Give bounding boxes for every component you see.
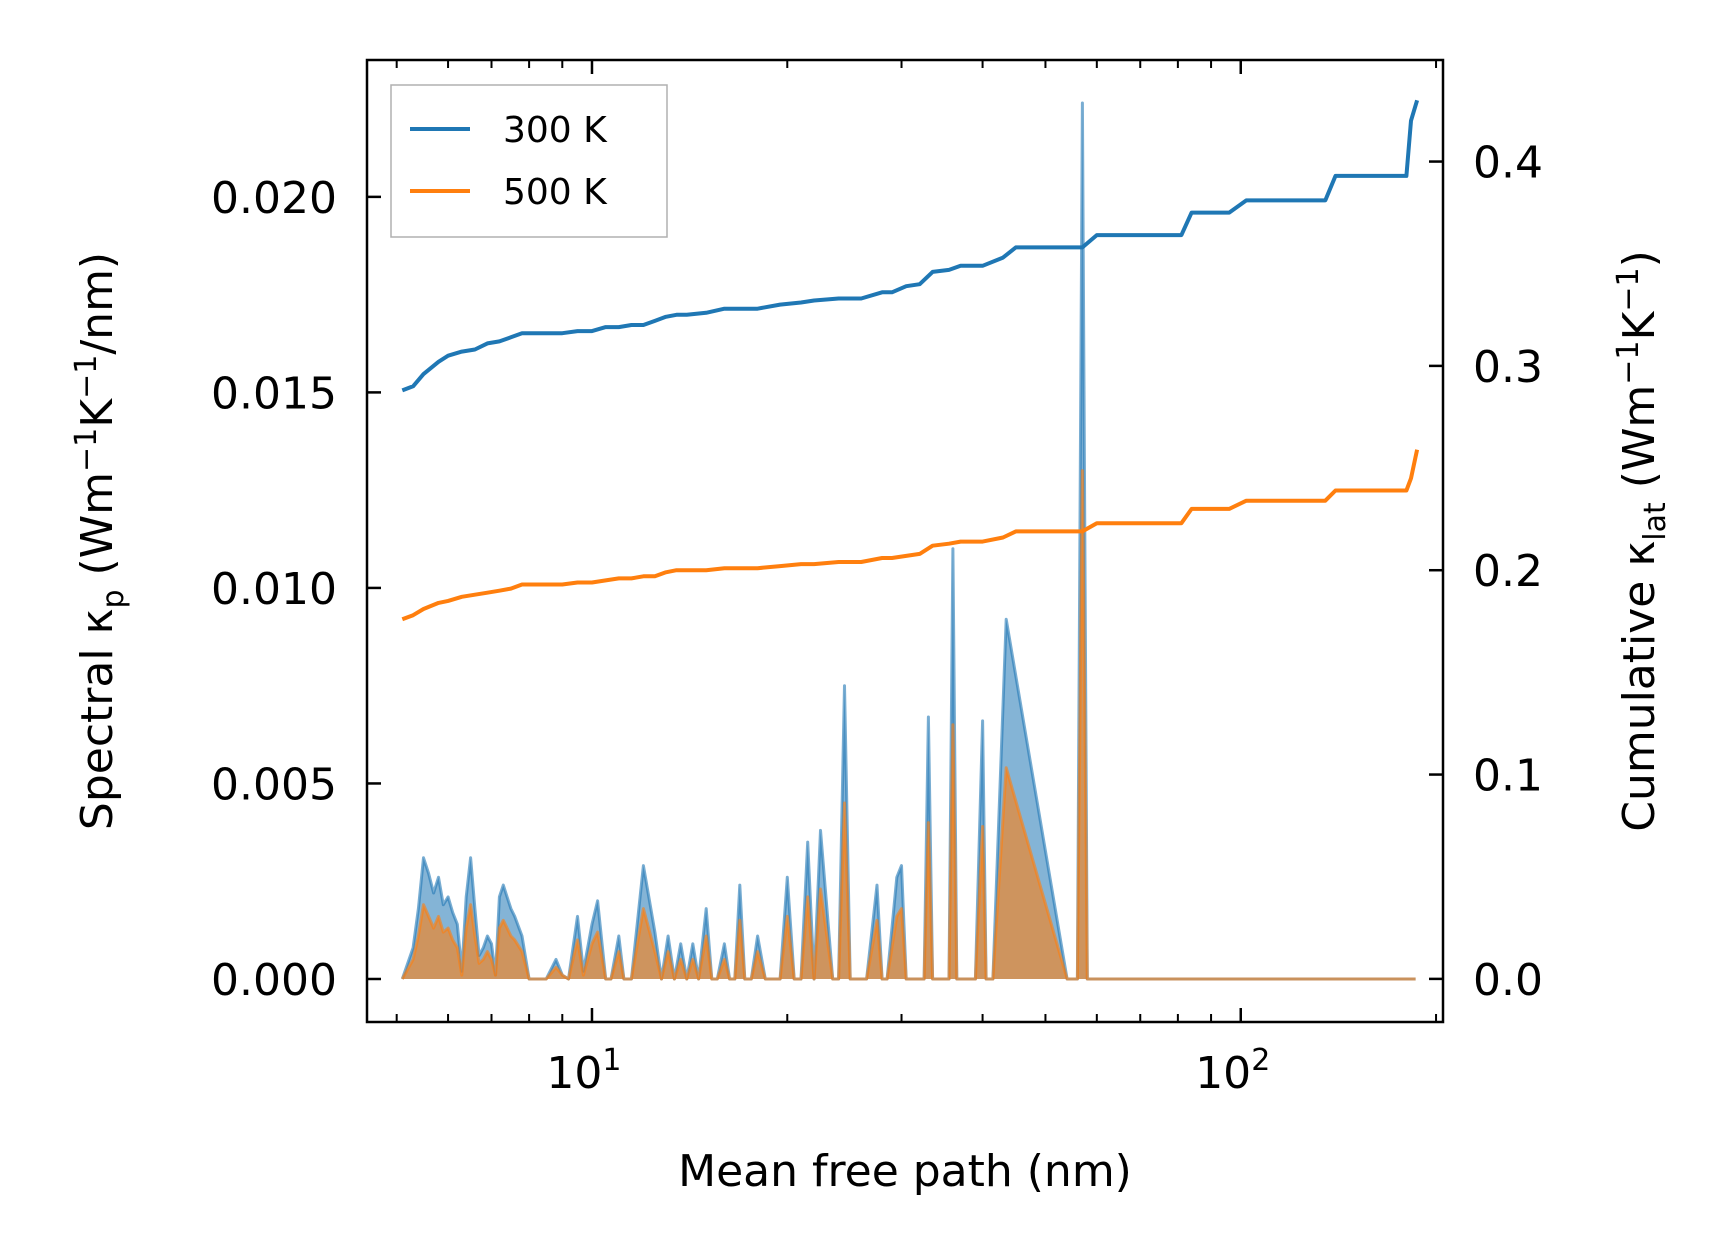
y-right-tick-label: 0.4	[1473, 138, 1543, 189]
y-left-title-tail: /nm)	[72, 252, 123, 355]
legend-box	[390, 84, 668, 238]
y-left-tick-label: 0.005	[211, 759, 337, 810]
y-right-tick-label: 0.0	[1473, 955, 1543, 1006]
y-right-title-tail: )	[1614, 250, 1665, 267]
x-tick-label-base: 10	[546, 1048, 602, 1099]
spectral-area-500k	[400, 469, 1416, 981]
y-left-title-mid: K	[72, 398, 123, 428]
x-tick-label-base: 10	[1195, 1048, 1251, 1099]
y-left-title-unit-open: (Wm	[72, 472, 123, 590]
y-right-title-mid: K	[1614, 310, 1665, 340]
y-left-tick-label: 0.000	[211, 955, 337, 1006]
y-right-title-unit-open: (Wm	[1614, 385, 1665, 503]
y-right-title-main: Cumulative κ	[1614, 541, 1665, 832]
cumulative-line-500k	[401, 449, 1420, 622]
x-tick-label-exponent: 2	[1251, 1043, 1270, 1078]
plot-frame	[365, 58, 1445, 1024]
y-left-tick-label: 0.015	[211, 368, 337, 419]
x-tick-label-exponent: 1	[602, 1043, 621, 1078]
y-right-title-sub: lat	[1638, 502, 1673, 541]
plot-area	[400, 99, 1420, 981]
legend-label-300k: 300 K	[503, 110, 608, 151]
x-tick-label: 101	[546, 1043, 621, 1099]
legend-label-500k: 500 K	[503, 172, 608, 213]
y-right-title-exp1: −1	[1611, 340, 1646, 384]
y-left-title-exp1: −1	[69, 428, 104, 472]
y-axis-left-title: Spectral κp (Wm−1K−1/nm)	[69, 252, 131, 830]
y-right-tick-label: 0.1	[1473, 751, 1543, 802]
y-left-tick-label: 0.020	[211, 173, 337, 224]
y-left-title-sub: p	[96, 589, 131, 608]
tick-marks	[367, 60, 1443, 1022]
tick-labels: 101 1020.0000.0050.0100.0150.0200.00.10.2…	[211, 138, 1543, 1099]
y-right-tick-label: 0.2	[1473, 546, 1543, 597]
y-right-title-exp2: −1	[1611, 267, 1646, 311]
cumulative-line-300k	[401, 99, 1420, 393]
y-left-title-main: Spectral κ	[72, 609, 123, 831]
legend: 300 K 500 K	[390, 84, 668, 238]
y-left-tick-label: 0.010	[211, 564, 337, 615]
y-left-title-exp2: −1	[69, 355, 104, 399]
x-axis-title: Mean free path (nm)	[678, 1146, 1132, 1197]
y-axis-right-title: Cumulative κlat (Wm−1K−1)	[1611, 250, 1673, 832]
x-tick-label: 102	[1195, 1043, 1270, 1099]
y-right-tick-label: 0.3	[1473, 342, 1543, 393]
